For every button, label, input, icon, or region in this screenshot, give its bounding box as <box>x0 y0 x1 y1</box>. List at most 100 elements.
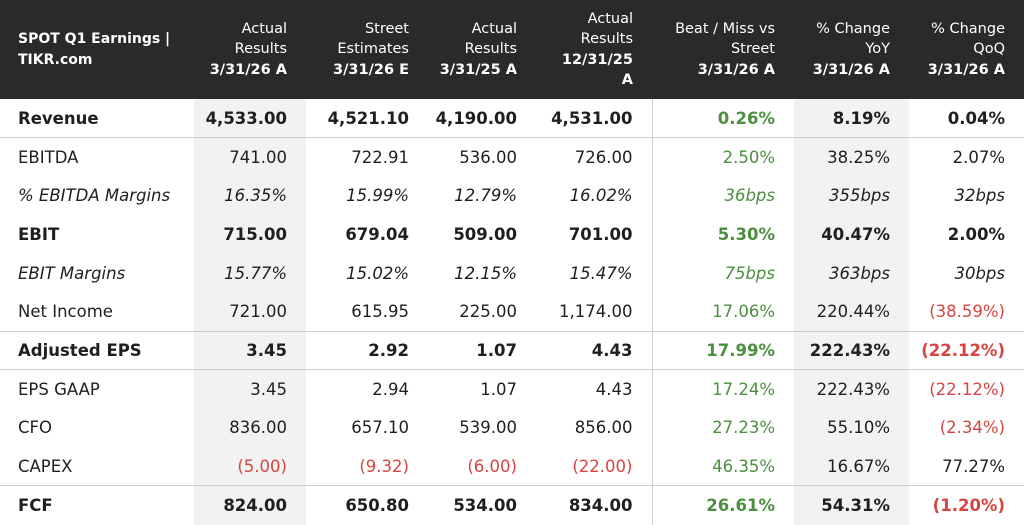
cell-change-yoy: 355bps <box>794 176 909 216</box>
table-row-ebit: EBIT 715.00 679.04 509.00 701.00 5.30% 4… <box>0 215 1024 254</box>
cell-actual: 4,533.00 <box>194 99 306 139</box>
cell-prior-year: (6.00) <box>428 447 536 487</box>
table-row-eps-gaap: EPS GAAP 3.45 2.94 1.07 4.43 17.24% 222.… <box>0 369 1024 409</box>
cell-prior-quarter: 4.43 <box>595 379 633 399</box>
cell-change-qoq: 0.04% <box>909 99 1024 139</box>
row-label: EBITDA <box>18 147 79 167</box>
cell-estimate: 15.99% <box>346 186 409 206</box>
cell-actual: 721.00 <box>194 292 306 332</box>
row-label: Adjusted EPS <box>0 331 194 371</box>
cell-change-yoy: 55.10% <box>794 408 909 448</box>
cell-actual: 15.77% <box>194 253 306 293</box>
cell-beat-miss: 2.50% <box>651 137 794 177</box>
header-row: SPOT Q1 Earnings | TIKR.com Actual Resul… <box>0 0 1024 99</box>
row-label: Revenue <box>0 99 194 139</box>
col-header-actual-q4-25: Actual Results 12/31/25 A <box>561 10 633 89</box>
cell-actual: 715.00 <box>194 215 306 254</box>
row-label: CFO <box>18 418 52 438</box>
cell-change-qoq: 2.00% <box>947 224 1005 244</box>
cell-prior-quarter: (22.00) <box>536 447 652 487</box>
cell-change-qoq: 2.07% <box>952 147 1005 167</box>
cell-actual: 836.00 <box>194 408 306 448</box>
cell-prior-year: 4,190.00 <box>428 99 536 139</box>
cell-beat-miss: 0.26% <box>651 99 794 139</box>
col-header-beat-miss: Beat / Miss vs Street 3/31/26 A <box>675 20 775 78</box>
row-label: EBIT Margins <box>18 263 126 283</box>
cell-beat-miss: 27.23% <box>651 408 794 448</box>
cell-prior-year: 1.07 <box>428 331 536 371</box>
row-label: CAPEX <box>0 447 194 487</box>
row-label: Net Income <box>0 292 194 332</box>
cell-change-yoy: 363bps <box>794 253 909 293</box>
cell-actual: 3.45 <box>194 331 306 371</box>
cell-change-qoq: 77.27% <box>909 447 1024 487</box>
cell-estimate: 650.80 <box>345 495 409 515</box>
cell-prior-quarter: 4,531.00 <box>536 99 652 139</box>
cell-beat-miss: 75bps <box>651 253 794 293</box>
cell-prior-year: 536.00 <box>459 147 517 167</box>
row-label: EBIT <box>18 224 60 244</box>
cell-change-qoq: (22.12%) <box>929 379 1005 399</box>
col-header-street-estimates: Street Estimates 3/31/26 E <box>333 20 409 78</box>
table-row-net-income: Net Income 721.00 615.95 225.00 1,174.00… <box>0 292 1024 332</box>
cell-prior-quarter: 15.47% <box>569 263 633 283</box>
cell-change-qoq: (38.59%) <box>909 292 1024 332</box>
col-header-change-qoq: % Change QoQ 3/31/26 A <box>927 20 1005 78</box>
cell-prior-year: 12.79% <box>454 186 517 206</box>
cell-change-yoy: 54.31% <box>794 485 909 525</box>
table-row-adjusted-eps: Adjusted EPS 3.45 2.92 1.07 4.43 17.99% … <box>0 331 1024 371</box>
table-row-ebit-margins: EBIT Margins 15.77% 15.02% 12.15% 15.47%… <box>0 253 1024 293</box>
cell-beat-miss: 17.24% <box>651 369 794 409</box>
cell-change-qoq: 32bps <box>954 186 1005 206</box>
cell-beat-miss: 17.99% <box>651 331 794 371</box>
table-row-capex: CAPEX (5.00) (9.32) (6.00) (22.00) 46.35… <box>0 447 1024 487</box>
cell-beat-miss: 46.35% <box>651 447 794 487</box>
cell-prior-quarter: 1,174.00 <box>536 292 652 332</box>
title-line2: TIKR.com <box>18 51 93 68</box>
cell-estimate: 2.94 <box>372 379 409 399</box>
row-label: EPS GAAP <box>18 379 100 399</box>
cell-estimate: 4,521.10 <box>306 99 428 139</box>
cell-beat-miss: 26.61% <box>651 485 794 525</box>
cell-prior-year: 539.00 <box>459 418 517 438</box>
table-row-fcf: FCF 824.00 650.80 534.00 834.00 26.61% 5… <box>0 485 1024 525</box>
cell-estimate: 615.95 <box>306 292 428 332</box>
cell-estimate: 722.91 <box>351 147 409 167</box>
cell-prior-quarter: 701.00 <box>568 224 633 244</box>
cell-estimate: 15.02% <box>346 263 409 283</box>
cell-estimate: 2.92 <box>306 331 428 371</box>
cell-change-yoy: 38.25% <box>794 137 909 177</box>
row-label: % EBITDA Margins <box>18 186 171 206</box>
table-row-revenue: Revenue 4,533.00 4,521.10 4,190.00 4,531… <box>0 99 1024 139</box>
cell-change-yoy: 40.47% <box>794 215 909 254</box>
table-row-ebitda: EBITDA 741.00 722.91 536.00 726.00 2.50%… <box>0 137 1024 177</box>
cell-estimate: 679.04 <box>345 224 409 244</box>
cell-actual: (5.00) <box>194 447 306 487</box>
cell-change-yoy: 220.44% <box>794 292 909 332</box>
cell-prior-year: 534.00 <box>453 495 517 515</box>
cell-change-qoq: (2.34%) <box>939 418 1005 438</box>
cell-prior-year: 1.07 <box>480 379 517 399</box>
cell-change-yoy: 16.67% <box>794 447 909 487</box>
cell-prior-quarter: 4.43 <box>536 331 652 371</box>
title-line1: SPOT Q1 Earnings | <box>18 31 171 47</box>
table-row-ebitda-margins: % EBITDA Margins 16.35% 15.99% 12.79% 16… <box>0 176 1024 216</box>
cell-change-yoy: 222.43% <box>794 369 909 409</box>
cell-change-yoy: 222.43% <box>794 331 909 371</box>
cell-prior-year: 509.00 <box>453 224 517 244</box>
cell-prior-quarter: 16.02% <box>569 186 633 206</box>
cell-beat-miss: 36bps <box>651 176 794 216</box>
cell-estimate: (9.32) <box>306 447 428 487</box>
cell-prior-year: 225.00 <box>428 292 536 332</box>
cell-actual: 3.45 <box>194 369 306 409</box>
cell-actual: 824.00 <box>194 485 306 525</box>
cell-change-qoq: (1.20%) <box>932 495 1005 515</box>
cell-prior-quarter: 856.00 <box>574 418 633 438</box>
cell-prior-year: 12.15% <box>454 263 517 283</box>
cell-change-yoy: 8.19% <box>794 99 909 139</box>
col-header-actual-q1-25: Actual Results 3/31/25 A <box>439 20 517 78</box>
row-label: FCF <box>18 495 53 515</box>
cell-change-qoq: (22.12%) <box>909 331 1024 371</box>
cell-prior-quarter: 726.00 <box>574 147 633 167</box>
